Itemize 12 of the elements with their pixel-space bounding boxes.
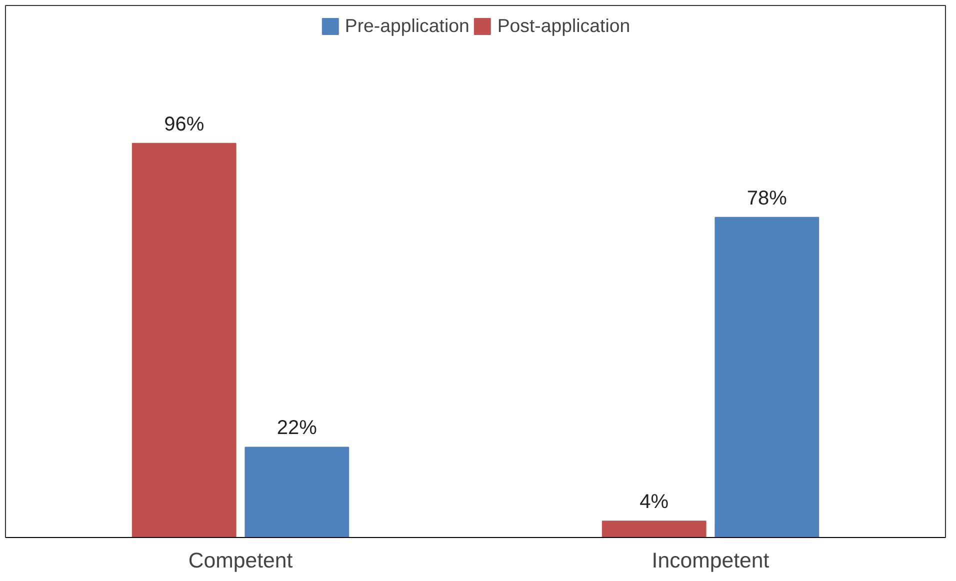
data-label: 4% <box>640 491 669 514</box>
data-label: 22% <box>276 417 318 440</box>
legend-label: Pre-application <box>344 15 470 37</box>
x-tick-label: Competent <box>188 548 293 572</box>
legend-label: Post-application <box>497 15 630 37</box>
bar <box>714 216 820 538</box>
data-label: 78% <box>746 187 788 210</box>
bar <box>244 446 350 538</box>
x-tick-label: Incompetent <box>652 548 770 572</box>
bar <box>132 142 236 538</box>
bar <box>602 520 706 538</box>
data-label: 96% <box>164 113 204 136</box>
